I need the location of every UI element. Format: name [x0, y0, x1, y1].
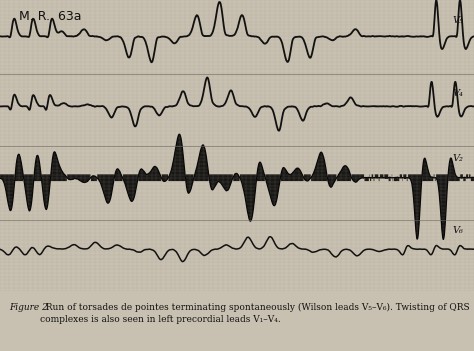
Text: V₂: V₂	[453, 154, 464, 163]
Text: V₆: V₆	[453, 226, 464, 235]
Text: V₅: V₅	[453, 16, 464, 25]
Text: Figure 2: Figure 2	[9, 303, 48, 312]
Text: Run of torsades de pointes terminating spontaneously (Wilson leads V₅–V₆). Twist: Run of torsades de pointes terminating s…	[40, 303, 470, 324]
Text: V₄: V₄	[453, 89, 464, 98]
Text: M. R., 63a: M. R., 63a	[19, 10, 82, 23]
